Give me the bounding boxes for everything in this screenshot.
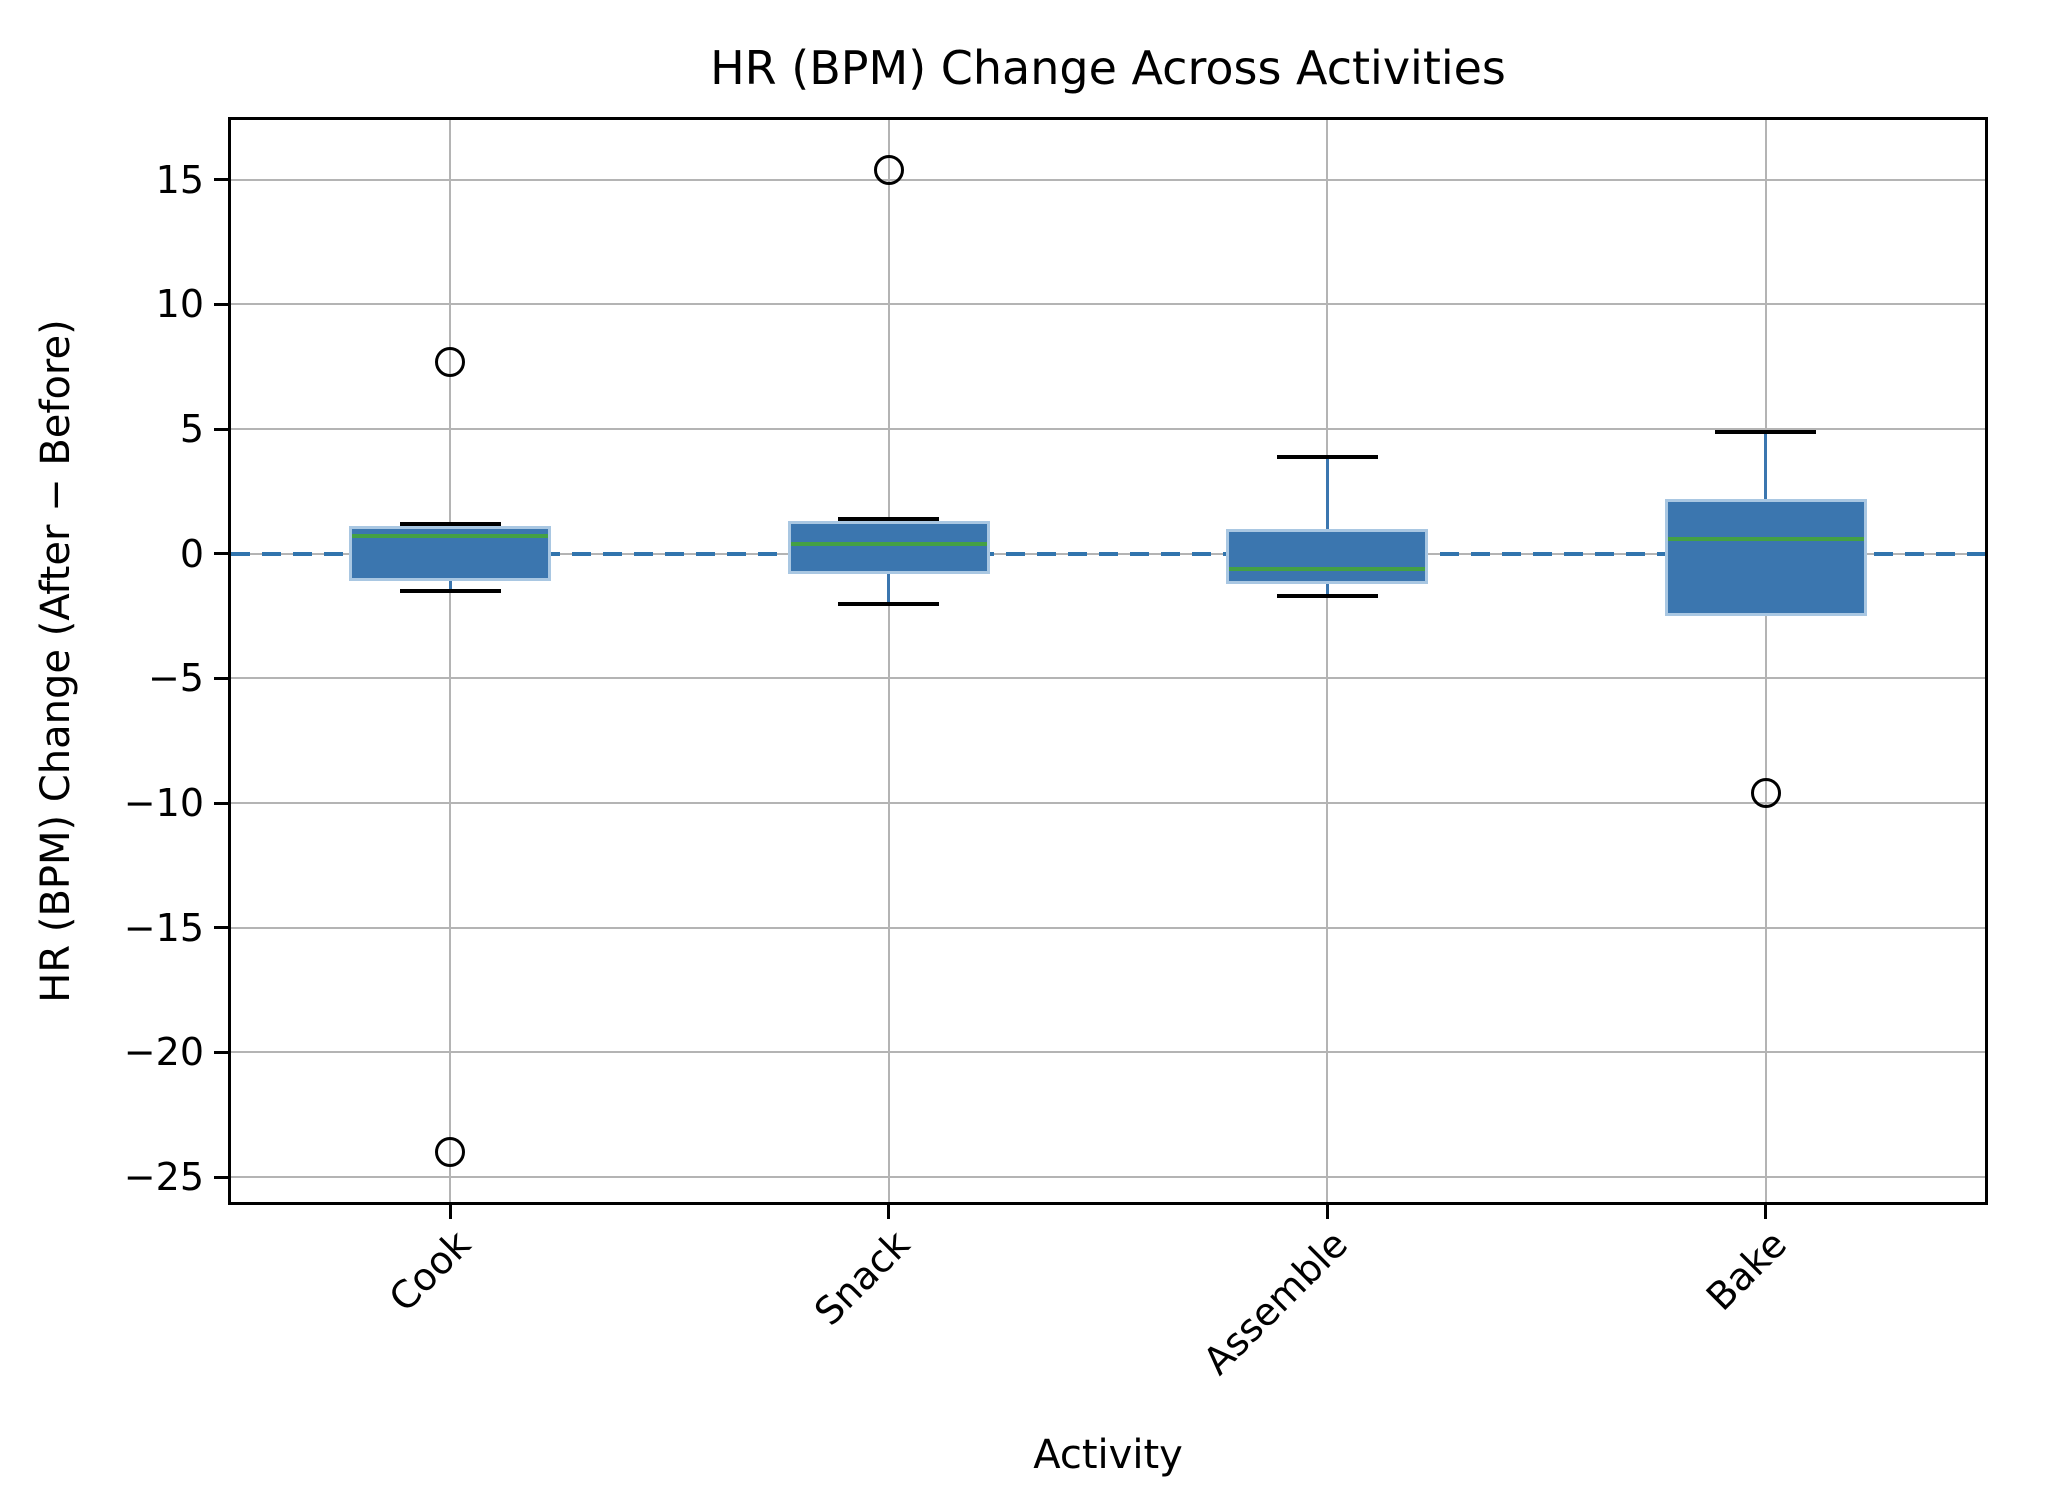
y-tick-mark: [214, 801, 228, 805]
v-gridline: [887, 120, 890, 1202]
x-tick-mark: [448, 1205, 452, 1219]
median-line: [1667, 536, 1864, 541]
upper-whisker-cap: [1276, 454, 1378, 459]
h-gridline: [231, 926, 1985, 929]
outlier-point: [435, 1137, 466, 1168]
h-gridline: [231, 802, 1985, 805]
y-tick-mark: [214, 178, 228, 182]
x-tick-mark: [1764, 1205, 1768, 1219]
v-gridline: [1326, 120, 1329, 1202]
y-tick-label: 10: [155, 282, 204, 327]
h-gridline: [231, 1176, 1985, 1179]
outlier-point: [435, 346, 466, 377]
upper-whisker-cap: [399, 521, 501, 526]
h-gridline: [231, 428, 1985, 431]
x-axis-label: Activity: [1033, 1432, 1183, 1478]
y-tick-label: −15: [123, 905, 204, 950]
box-rect: [787, 521, 990, 574]
x-tick-label: Cook: [380, 1221, 480, 1321]
y-tick-mark: [214, 552, 228, 556]
y-tick-label: −10: [123, 781, 204, 826]
lower-whisker-cap: [838, 601, 940, 606]
h-gridline: [231, 178, 1985, 181]
upper-whisker-cap: [838, 516, 940, 521]
y-tick-mark: [214, 427, 228, 431]
x-tick-mark: [1325, 1205, 1329, 1219]
upper-whisker-line: [1325, 456, 1329, 529]
median-line: [352, 534, 549, 539]
x-tick-label: Snack: [805, 1221, 918, 1334]
h-gridline: [231, 1051, 1985, 1054]
h-gridline: [231, 677, 1985, 680]
y-tick-mark: [214, 302, 228, 306]
outlier-point: [873, 154, 904, 185]
upper-whisker-cap: [1715, 429, 1817, 434]
lower-whisker-line: [1325, 583, 1329, 597]
lower-whisker-line: [448, 581, 452, 592]
y-axis-label: HR (BPM) Change (After − Before): [33, 319, 79, 1003]
plot-area: 15 10 5 0 −5 −10 −15 −20 −25 Cook Snack Assemble Bak…: [124, 117, 1988, 1383]
y-tick-label: −5: [147, 656, 204, 701]
x-tick-label: Assemble: [1194, 1221, 1357, 1384]
v-gridline: [1764, 120, 1767, 1202]
y-tick-label: 15: [155, 157, 204, 202]
median-line: [1229, 566, 1426, 571]
y-tick-mark: [214, 676, 228, 680]
outlier-point: [1750, 778, 1781, 809]
x-tick-label: Bake: [1697, 1221, 1795, 1320]
y-tick-mark: [214, 1175, 228, 1179]
x-tick-mark: [887, 1205, 891, 1219]
lower-whisker-cap: [399, 589, 501, 594]
lower-whisker-line: [887, 573, 891, 604]
chart-title: HR (BPM) Change Across Activities: [710, 41, 1506, 95]
h-gridline: [231, 303, 1985, 306]
median-line: [790, 541, 987, 546]
box-rect: [1226, 528, 1429, 584]
y-tick-label: −20: [123, 1030, 204, 1075]
y-tick-mark: [214, 1050, 228, 1054]
upper-whisker-line: [1764, 431, 1768, 499]
lower-whisker-cap: [1276, 594, 1378, 599]
zero-reference-line: [231, 551, 1985, 556]
y-tick-label: 5: [179, 407, 204, 452]
y-tick-label: −25: [123, 1155, 204, 1200]
box-rect: [1664, 498, 1867, 617]
y-tick-label: 0: [179, 531, 204, 576]
y-tick-mark: [214, 926, 228, 930]
v-gridline: [449, 120, 452, 1202]
